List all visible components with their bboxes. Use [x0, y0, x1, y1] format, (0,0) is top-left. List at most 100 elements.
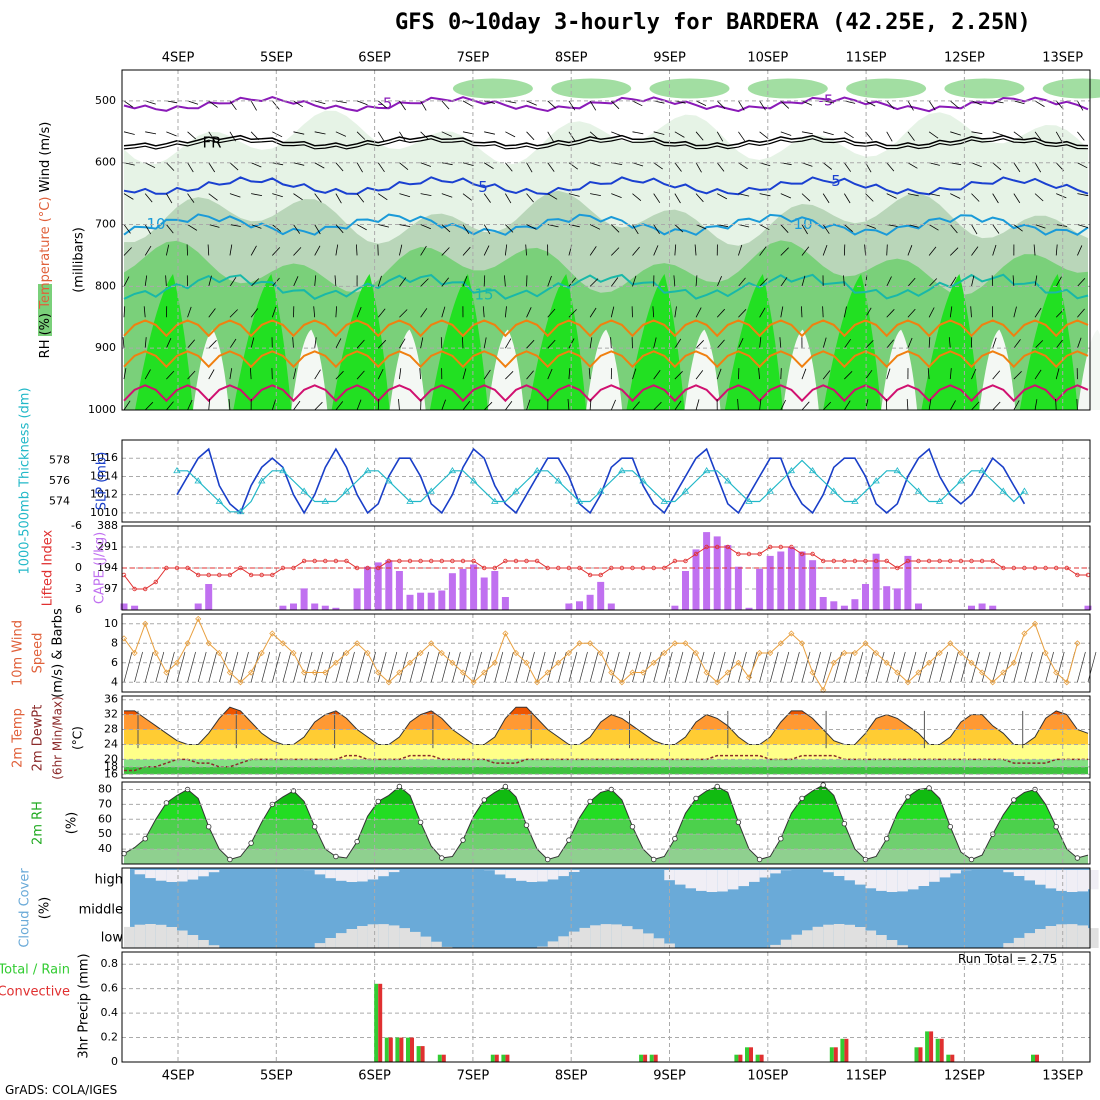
thickness-marker: [427, 487, 435, 494]
cloud-low-block: [314, 943, 326, 948]
wind-speed-marker: [873, 649, 880, 657]
cloud-low-block: [770, 944, 781, 948]
bottom-day-label: 7SEP: [457, 1069, 490, 1084]
wind-speed-marker: [470, 679, 477, 686]
wind-speed-marker: [1010, 659, 1017, 666]
cloud-low-block: [579, 927, 591, 948]
surface-wind-barb: [1002, 651, 1012, 683]
surface-wind-barb: [526, 651, 535, 683]
wind-barb: [632, 368, 637, 380]
wind-barb: [1013, 193, 1021, 204]
wind-speed-line: [123, 617, 1078, 692]
wind-barb: [356, 162, 363, 173]
wind-tick-label: 6: [111, 656, 118, 669]
thickness-marker: [957, 477, 965, 484]
wind-barb: [271, 399, 276, 411]
wind-barb: [907, 100, 914, 111]
rh-marker: [205, 824, 212, 830]
wind-barb: [441, 162, 453, 166]
lifted-index-marker: [789, 544, 794, 550]
wind-barb: [1034, 307, 1042, 318]
wind-barb: [293, 193, 303, 201]
wind-barb: [208, 308, 216, 318]
wind-barb: [187, 370, 196, 380]
thickness-marker: [1020, 487, 1029, 494]
wind-barb: [1077, 131, 1085, 141]
wind-barb: [123, 193, 134, 200]
wind-speed-marker: [290, 649, 297, 657]
wind-barb: [823, 131, 834, 136]
wind-speed-marker: [332, 659, 339, 666]
wind-barb: [526, 339, 535, 349]
wind-barb: [674, 224, 684, 233]
wind-barb: [822, 370, 831, 380]
wind-barb: [928, 399, 932, 411]
wind-barb: [949, 276, 957, 287]
precip-total-bar: [935, 1038, 940, 1062]
wind-barb: [992, 224, 1000, 234]
rh-upper-patch: [747, 78, 828, 99]
precip-total-bar: [416, 1046, 421, 1062]
cloud-high-block: [325, 870, 336, 879]
wind-barb: [971, 401, 980, 411]
lifted-index-marker: [132, 586, 137, 592]
wind-barb: [356, 100, 368, 106]
wind-barb: [293, 368, 297, 380]
top-day-label: 10SEP: [747, 51, 788, 66]
wind-barb: [123, 400, 131, 411]
isotherm-freezing-2: [123, 138, 1089, 150]
wind-speed-marker: [428, 640, 435, 647]
surface-wind-barb: [388, 651, 398, 683]
thickness-marker: [173, 466, 181, 474]
cloud-high-block: [674, 870, 686, 885]
lifted-index-marker: [979, 558, 985, 564]
wind-barb: [335, 401, 344, 411]
wind-barb: [462, 246, 471, 256]
lifted-index-marker: [450, 558, 455, 564]
wind-speed-marker: [1000, 669, 1007, 676]
lifted-index-marker: [365, 565, 370, 571]
wind-barb: [356, 399, 362, 411]
thickness-marker: [978, 466, 986, 474]
wind-speed-marker: [279, 640, 286, 647]
wind-barb: [229, 368, 233, 380]
wind-barb: [992, 401, 1001, 411]
cloud-high-block: [1056, 870, 1067, 891]
cape-bar: [194, 603, 202, 610]
precip-tick-label: 0.2: [101, 1031, 119, 1044]
wind-barb: [589, 246, 597, 256]
wind-barb: [928, 224, 939, 231]
lifted-index-marker: [248, 572, 254, 578]
surface-wind-barb: [812, 651, 821, 683]
lifted-index-marker: [344, 558, 349, 564]
bottom-day-label: 10SEP: [747, 1069, 788, 1084]
rh-tick-label: 70: [98, 797, 112, 810]
wind-barb: [250, 162, 262, 168]
rh-marker: [862, 856, 869, 863]
wind-barb: [144, 401, 154, 411]
wind-speed-marker: [173, 659, 181, 666]
surface-wind-barb: [727, 651, 737, 683]
wind-barb: [801, 401, 810, 411]
wind-speed-marker: [968, 659, 975, 666]
cloud-low-block: [558, 936, 569, 948]
cloud-high-block: [823, 870, 834, 873]
top-day-label: 12SEP: [944, 51, 985, 66]
wind-barb: [1012, 275, 1015, 287]
thickness-ylabel: 1000-500mb Thickness (dm): [18, 387, 33, 574]
precip-total-bar: [946, 1054, 951, 1062]
rh-marker: [672, 836, 678, 842]
wind-barb: [568, 368, 571, 380]
wind-speed-marker: [269, 630, 276, 637]
top-day-label: 9SEP: [653, 51, 686, 66]
precip-convective-bar: [844, 1038, 849, 1062]
surface-wind-barb: [759, 651, 768, 683]
wind-barb: [1013, 162, 1021, 173]
cloud-low-block: [378, 924, 389, 948]
surface-wind-barb: [706, 651, 715, 683]
wind-barb: [377, 100, 387, 109]
cape-bar: [840, 605, 848, 610]
wind-speed-marker: [417, 649, 424, 657]
lifted-index-marker: [873, 558, 879, 564]
